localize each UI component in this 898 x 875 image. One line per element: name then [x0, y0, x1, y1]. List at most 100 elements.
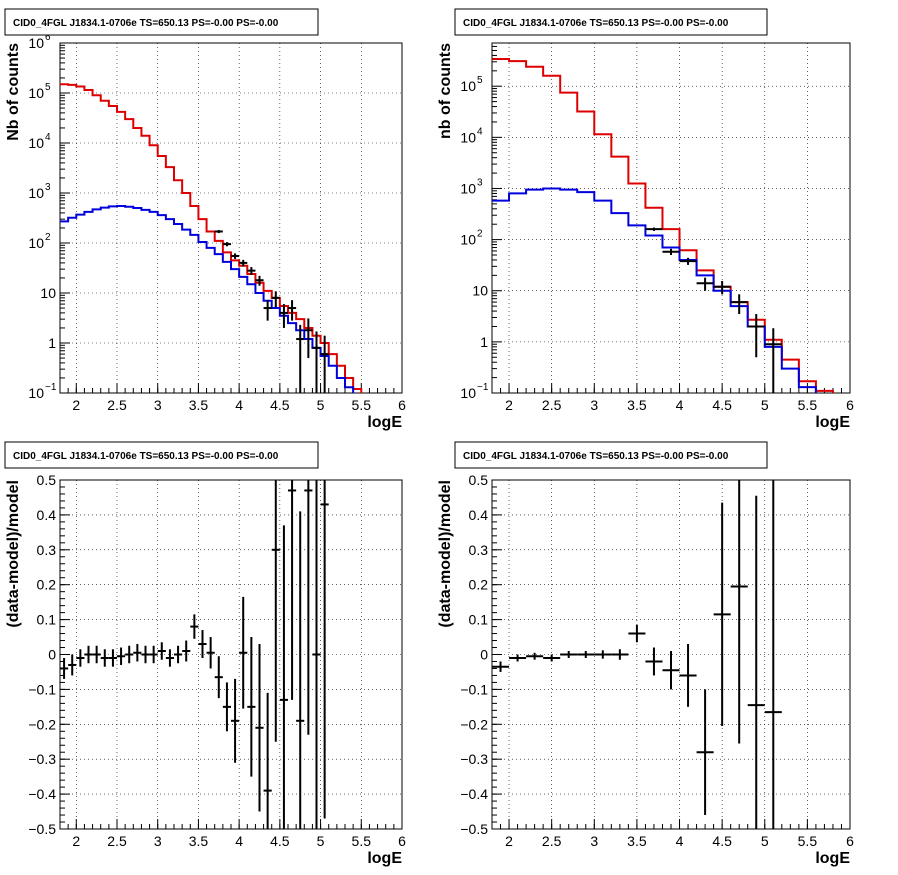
- x-tick-label: 3: [590, 833, 598, 849]
- data-point: [645, 227, 663, 231]
- data-point: [320, 335, 329, 393]
- data-point: [68, 654, 77, 676]
- data-point: [645, 647, 663, 676]
- x-tick-label: 5.5: [798, 397, 818, 413]
- y-tick-label: 10: [28, 135, 44, 151]
- y-tick-label: 0.4: [37, 507, 57, 523]
- data-point: [271, 291, 280, 308]
- chart-title: CID0_4FGL J1834.1-0706e TS=650.13 PS=-0.…: [463, 18, 729, 29]
- data-area: [60, 480, 329, 829]
- data-point: [713, 502, 731, 727]
- data-point: [263, 300, 272, 321]
- data-point: [247, 637, 256, 777]
- y-tick-label: 0.3: [37, 542, 57, 558]
- y-tick-label: −0.4: [28, 786, 56, 802]
- x-tick-label: 6: [398, 397, 406, 413]
- data-point: [149, 645, 158, 664]
- x-tick-label: 3.5: [627, 833, 647, 849]
- data-point: [747, 495, 765, 829]
- data-point: [696, 689, 714, 816]
- y-tick-exponent: 2: [45, 232, 51, 243]
- data-point: [312, 480, 321, 829]
- x-tick-label: 2: [505, 833, 513, 849]
- data-point: [190, 614, 199, 639]
- y-tick-label: 0.1: [37, 612, 57, 628]
- x-tick-label: 5: [761, 397, 769, 413]
- data-point: [60, 657, 69, 679]
- x-tick-label: 2.5: [542, 833, 562, 849]
- data-point: [214, 656, 223, 699]
- title-box: [4, 441, 319, 469]
- data-point: [696, 277, 714, 291]
- x-tick-label: 4: [676, 833, 684, 849]
- x-tick-label: 2: [505, 397, 513, 413]
- y-tick-label: 0.1: [469, 612, 489, 628]
- y-tick-exponent: 5: [45, 82, 51, 93]
- data-point: [288, 480, 297, 700]
- data-point: [577, 651, 595, 658]
- data-point: [296, 511, 305, 829]
- data-point: [125, 645, 134, 664]
- x-tick-label: 3: [590, 397, 598, 413]
- chart-panel-3: 2 2.5 3 3.5 4 4.5 5 5.5 6 −0.5 −0.4 −0.3 −0.2 −0.1 0 0.…: [4, 441, 406, 867]
- title-box: [454, 441, 768, 469]
- y-tick-label: 10: [28, 185, 44, 201]
- data-point: [231, 253, 240, 259]
- data-point: [543, 654, 561, 662]
- y-tick-exponent: 3: [45, 182, 51, 193]
- y-axis-label: (data-model)/model: [437, 480, 454, 628]
- data-point: [247, 267, 256, 275]
- x-tick-label: 4.5: [712, 397, 732, 413]
- data-point: [304, 318, 313, 359]
- data-point: [157, 642, 166, 660]
- data-point: [679, 257, 697, 265]
- x-tick-label: 3: [154, 833, 162, 849]
- x-tick-label: 2.5: [107, 397, 127, 413]
- data-point: [611, 649, 629, 660]
- y-tick-label: 10: [40, 285, 56, 301]
- data-point: [174, 645, 183, 664]
- model-total-histogram: [60, 83, 363, 393]
- grid-lines: [60, 43, 402, 393]
- data-point: [560, 651, 578, 658]
- data-point: [133, 644, 142, 662]
- x-tick-label: 2.5: [107, 833, 127, 849]
- data-point: [84, 645, 93, 664]
- y-tick-label: 0.2: [37, 577, 57, 593]
- y-tick-label: 10: [28, 235, 44, 251]
- x-tick-label: 2.5: [542, 397, 562, 413]
- data-point: [628, 624, 646, 643]
- chart-title: CID0_4FGL J1834.1-0706e TS=650.13 PS=-0.…: [13, 18, 279, 29]
- y-tick-label: 0.4: [469, 507, 489, 523]
- data-point: [239, 596, 248, 709]
- x-tick-label: 3: [154, 397, 162, 413]
- x-tick-label: 3.5: [189, 397, 209, 413]
- data-point: [214, 229, 223, 234]
- title-box: [4, 8, 319, 36]
- data-point: [141, 645, 150, 664]
- data-point: [296, 324, 305, 393]
- plot-frame: [59, 42, 403, 394]
- y-tick-exponent: 2: [477, 229, 483, 240]
- y-tick-label: 0: [48, 647, 56, 663]
- y-tick-label: 10: [460, 129, 476, 145]
- y-tick-label: 1: [480, 334, 488, 350]
- y-tick-label: 0.5: [469, 472, 489, 488]
- plot-frame: [491, 42, 851, 394]
- data-point: [304, 480, 313, 735]
- x-axis-label: logE: [815, 850, 850, 867]
- data-point: [255, 644, 264, 812]
- data-point: [764, 328, 782, 393]
- x-tick-label: 4: [235, 397, 243, 413]
- data-area: [60, 83, 363, 393]
- data-point: [100, 649, 109, 667]
- y-tick-label: 10: [28, 35, 44, 51]
- y-axis-label: nb of counts: [437, 43, 454, 139]
- y-tick-label: 10: [460, 78, 476, 94]
- y-tick-exponent: −1: [477, 382, 489, 393]
- y-tick-label: 10: [460, 385, 476, 401]
- y-tick-label: −0.3: [28, 751, 56, 767]
